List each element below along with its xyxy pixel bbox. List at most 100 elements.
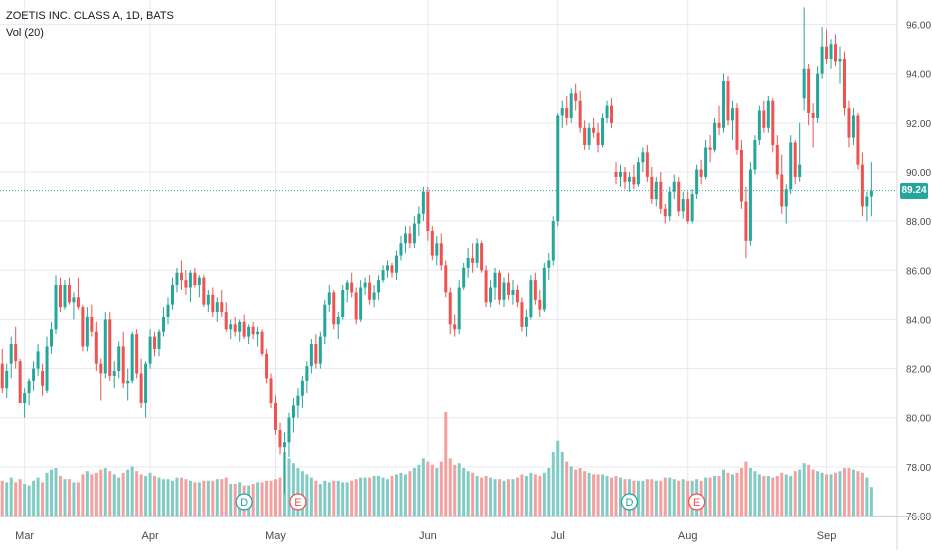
earnings-marker	[289, 493, 307, 511]
candle-body	[336, 316, 340, 325]
candle-body	[471, 258, 475, 263]
candle-body	[327, 292, 331, 305]
volume-bar	[717, 476, 721, 516]
symbol-title: ZOETIS INC. CLASS A, 1D, BATS	[6, 10, 174, 22]
candle-body	[569, 93, 573, 118]
volume-bar	[672, 479, 676, 516]
candle-body	[704, 147, 708, 177]
candle-body	[274, 402, 278, 430]
candle-layer	[0, 7, 873, 494]
volume-bar	[412, 468, 416, 516]
y-tick-label: 80.00	[906, 414, 931, 425]
candle-body	[430, 230, 434, 256]
volume-bar	[117, 477, 121, 516]
volume-bar	[121, 472, 125, 516]
volume-bar	[569, 466, 573, 516]
candle-body	[820, 46, 824, 74]
candle-body	[695, 169, 699, 195]
volume-bar	[32, 480, 36, 516]
volume-bar	[515, 477, 519, 516]
candle-body	[112, 371, 116, 376]
volume-bar	[489, 477, 493, 516]
volume-bar	[574, 469, 578, 516]
candle-body	[542, 267, 546, 310]
candle-body	[305, 366, 309, 381]
volume-bar	[381, 477, 385, 516]
volume-bar	[112, 474, 116, 516]
candle-body	[363, 282, 367, 288]
candle-body	[502, 282, 506, 300]
earnings-marker-label: E	[693, 497, 700, 509]
candle-body	[730, 108, 734, 121]
candle-body	[681, 199, 685, 212]
volume-bar	[408, 471, 412, 516]
volume-bar	[260, 482, 264, 516]
volume-bar	[99, 469, 103, 516]
candle-body	[99, 363, 103, 374]
candle-body	[847, 108, 851, 138]
volume-bar	[9, 477, 13, 516]
volume-bar	[332, 480, 336, 516]
candle-body	[224, 312, 228, 330]
volume-bar	[780, 472, 784, 516]
candle-body	[67, 285, 71, 303]
candle-body	[753, 140, 757, 170]
volume-bar	[229, 484, 233, 516]
candle-body	[735, 108, 739, 150]
candle-body	[587, 127, 591, 145]
candle-body	[72, 297, 76, 303]
candle-body	[713, 122, 717, 150]
candle-body	[291, 405, 295, 418]
volume-bar	[596, 474, 600, 516]
candle-body	[309, 344, 313, 367]
volume-bar	[153, 476, 157, 516]
volume-bar	[771, 477, 775, 516]
candle-body	[251, 326, 255, 335]
volume-bar	[704, 477, 708, 516]
candle-body	[520, 302, 524, 327]
volume-bar	[466, 471, 470, 516]
volume-bar	[265, 480, 269, 516]
volume-bar	[256, 482, 260, 516]
volume-bar	[869, 487, 873, 516]
volume-bar	[762, 476, 766, 516]
dividend-marker-label: D	[240, 497, 248, 509]
y-tick-label: 76.00	[906, 512, 931, 523]
x-tick-label: May	[265, 530, 286, 542]
volume-bar	[386, 479, 390, 516]
candle-body	[394, 255, 398, 273]
candle-body	[860, 164, 864, 207]
volume-bar	[811, 469, 815, 516]
volume-bar	[41, 482, 45, 516]
volume-bar	[166, 479, 170, 516]
volume-bar	[345, 482, 349, 516]
volume-bar	[394, 474, 398, 516]
volume-bar	[108, 471, 112, 516]
volume-bar	[430, 464, 434, 516]
volume-bar	[327, 482, 331, 516]
volume-bar	[480, 477, 484, 516]
volume-bar	[403, 474, 407, 516]
volume-bar	[368, 477, 372, 516]
candle-body	[596, 132, 600, 145]
volume-bar	[211, 480, 215, 516]
volume-bar	[45, 472, 49, 516]
chart-legend: ZOETIS INC. CLASS A, 1D, BATS Vol (20)	[6, 8, 174, 42]
volume-bar	[610, 477, 614, 516]
volume-bar	[542, 472, 546, 516]
candle-body	[426, 191, 430, 231]
candle-body	[215, 302, 219, 313]
volume-bar	[372, 476, 376, 516]
candle-body	[601, 117, 605, 145]
volume-bar	[224, 477, 228, 516]
volume-bar	[847, 468, 851, 516]
volume-bar	[448, 458, 452, 516]
volume-bar	[807, 464, 811, 516]
candle-body	[462, 267, 466, 288]
candle-body	[233, 324, 237, 332]
candle-body	[399, 243, 403, 256]
candle-body	[166, 304, 170, 317]
